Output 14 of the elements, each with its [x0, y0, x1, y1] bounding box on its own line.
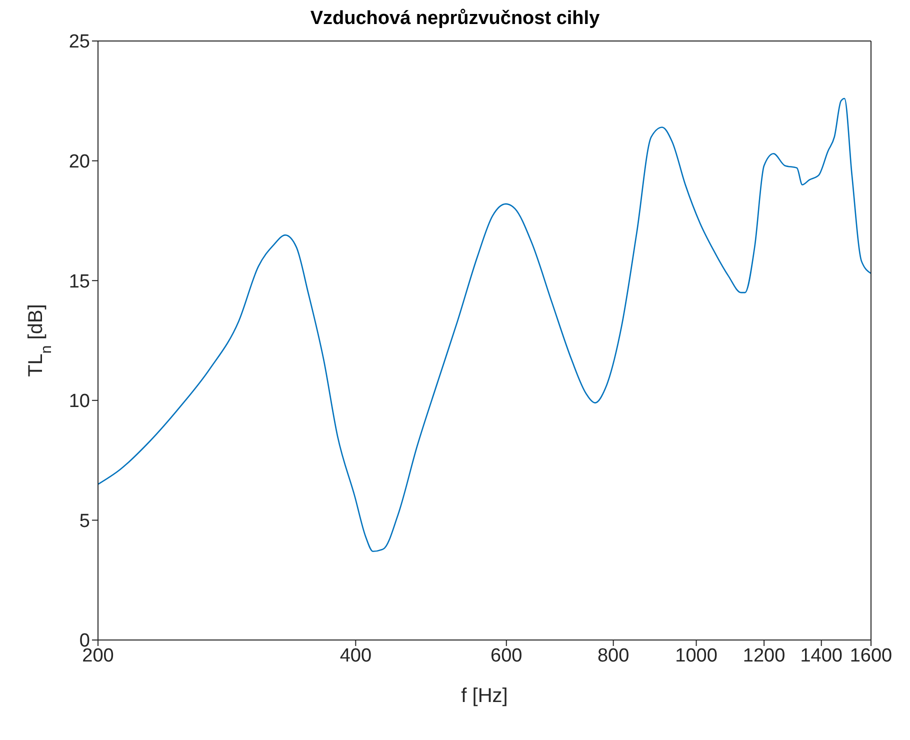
chart-title: Vzduchová neprůzvučnost cihly: [309, 8, 601, 30]
x-tick-label: 1200: [742, 645, 786, 666]
y-tick-label: 20: [68, 152, 90, 173]
x-tick-label: 400: [340, 645, 372, 666]
x-tick-label: 800: [597, 645, 630, 666]
x-tick-label: 600: [490, 645, 522, 666]
x-axis-title: f [Hz]: [461, 685, 508, 707]
y-tick-label: 25: [68, 32, 90, 53]
y-tick-label: 5: [79, 510, 90, 532]
x-tick-label: 1600: [850, 645, 892, 666]
y-tick-label: 10: [68, 391, 90, 412]
x-tick-label: 1000: [675, 645, 718, 666]
y-tick-label: 15: [68, 271, 90, 292]
x-tick-label: 1400: [800, 645, 842, 666]
